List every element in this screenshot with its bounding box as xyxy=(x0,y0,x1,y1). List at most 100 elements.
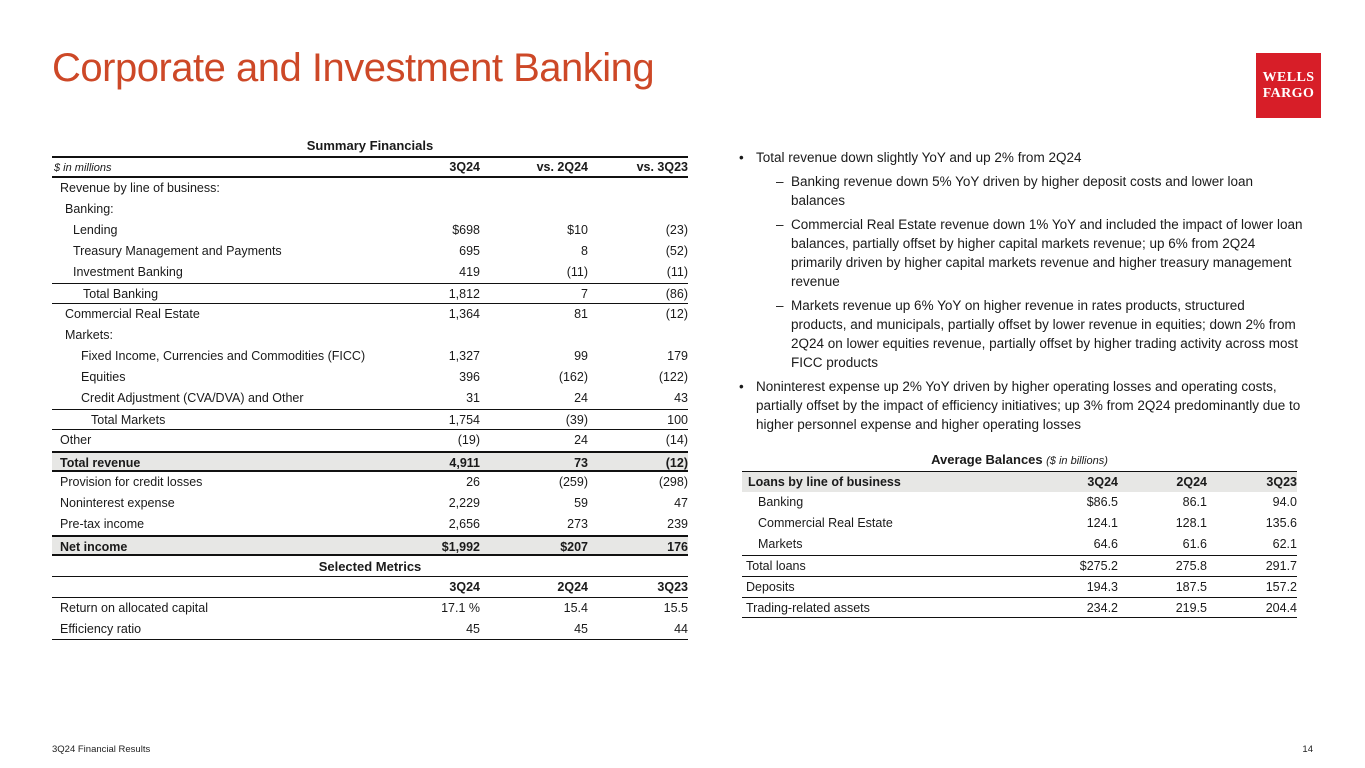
table-row: Pre-tax income 2,656 273 239 xyxy=(52,514,688,535)
value-cell: 45 xyxy=(466,622,480,636)
value-cell: 2,656 xyxy=(448,517,480,531)
table-row: Total revenue 4,911 73 (12) xyxy=(52,451,688,472)
value-cell: 15.5 xyxy=(663,601,688,615)
table-row: Credit Adjustment (CVA/DVA) and Other 31 2… xyxy=(52,388,688,409)
value-cell: 7 xyxy=(581,287,588,301)
summary-financials-header: $ in millions 3Q24 vs. 2Q24 vs. 3Q23 xyxy=(52,156,688,178)
value-cell: 1,327 xyxy=(448,349,480,363)
bullet-marker: – xyxy=(776,174,784,189)
value-cell: $207 xyxy=(560,540,588,554)
value-cell: 291.7 xyxy=(1265,559,1297,573)
table-row: Treasury Management and Payments 695 8 (52) xyxy=(52,241,688,262)
column-header: 3Q24 xyxy=(449,580,480,594)
value-cell: 17.1 % xyxy=(441,601,480,615)
value-cell: 44 xyxy=(674,622,688,636)
value-cell: (12) xyxy=(665,456,688,470)
page-title: Corporate and Investment Banking xyxy=(52,46,655,90)
value-cell: 100 xyxy=(667,413,688,427)
table-row: Commercial Real Estate 124.1 128.1 135.6 xyxy=(742,513,1297,534)
table-row: Other (19) 24 (14) xyxy=(52,430,688,451)
table-row: Net income $1,992 $207 176 xyxy=(52,535,688,556)
row-label: Banking: xyxy=(65,202,114,216)
table-row: Provision for credit losses 26 (259) (298) xyxy=(52,472,688,493)
average-balances-rows: Banking $86.5 86.1 94.0 Commercial Real Esta… xyxy=(742,492,1297,618)
value-cell: 62.1 xyxy=(1272,537,1297,551)
row-label: Total revenue xyxy=(60,456,141,470)
commentary: • Total revenue down slightly YoY and up … xyxy=(737,148,1303,439)
row-label: Efficiency ratio xyxy=(60,622,142,636)
bullet-text: Total revenue down slightly YoY and up 2… xyxy=(756,150,1082,165)
value-cell: 135.6 xyxy=(1265,516,1297,530)
value-cell xyxy=(480,325,588,346)
row-label: Commercial Real Estate xyxy=(758,516,893,530)
column-header: 3Q23 xyxy=(657,580,688,594)
table-row: Trading-related assets 234.2 219.5 204.4 xyxy=(742,597,1297,618)
value-cell: (298) xyxy=(658,475,688,489)
table-row: Deposits 194.3 187.5 157.2 xyxy=(742,576,1297,597)
value-cell: 234.2 xyxy=(1086,601,1118,615)
column-header: 3Q24 xyxy=(1087,475,1118,489)
value-cell: (162) xyxy=(558,370,588,384)
value-cell: 179 xyxy=(667,349,688,363)
row-label: Banking xyxy=(758,495,804,509)
table-row: Equities 396 (162) (122) xyxy=(52,367,688,388)
sub-bullet-item: – Markets revenue up 6% YoY on higher rev… xyxy=(737,296,1303,372)
value-cell: 24 xyxy=(574,391,588,405)
value-cell: 157.2 xyxy=(1265,580,1297,594)
bullet-item: • Noninterest expense up 2% YoY driven by… xyxy=(737,377,1303,434)
value-cell: 219.5 xyxy=(1175,601,1207,615)
table-row: Noninterest expense 2,229 59 47 xyxy=(52,493,688,514)
row-label: Total Banking xyxy=(83,287,159,301)
row-label: Provision for credit losses xyxy=(60,475,203,489)
bullet-text: Markets revenue up 6% YoY on higher reve… xyxy=(791,298,1299,370)
value-cell: $10 xyxy=(567,223,588,237)
table-row: Investment Banking 419 (11) (11) xyxy=(52,262,688,283)
table-row: Lending $698 $10 (23) xyxy=(52,220,688,241)
value-cell: 73 xyxy=(574,456,588,470)
average-balances-title-text: Average Balances xyxy=(931,452,1043,467)
table-row: Return on allocated capital 17.1 % 15.4 15.… xyxy=(52,598,688,619)
value-cell: 239 xyxy=(667,517,688,531)
value-cell: (122) xyxy=(658,370,688,384)
logo-text-line1: WELLS xyxy=(1262,69,1315,85)
table-row: Commercial Real Estate 1,364 81 (12) xyxy=(52,304,688,325)
value-cell: $698 xyxy=(452,223,480,237)
value-cell: 4,911 xyxy=(449,456,480,470)
value-cell xyxy=(392,325,480,346)
summary-financials-table: Summary Financials $ in millions 3Q24 vs… xyxy=(52,138,688,640)
value-cell: (11) xyxy=(566,265,588,279)
value-cell: (19) xyxy=(457,433,480,447)
value-cell: (14) xyxy=(665,433,688,447)
value-cell: 176 xyxy=(667,540,688,554)
row-label: Credit Adjustment (CVA/DVA) and Other xyxy=(81,391,304,405)
column-header: 2Q24 xyxy=(1176,475,1207,489)
table-row: Total Banking 1,812 7 (86) xyxy=(52,283,688,304)
table-row: Efficiency ratio 45 45 44 xyxy=(52,619,688,640)
row-label: Lending xyxy=(73,223,118,237)
table-row: Fixed Income, Currencies and Commodities… xyxy=(52,346,688,367)
row-label: Noninterest expense xyxy=(60,496,175,510)
value-cell xyxy=(392,178,480,199)
row-label: Commercial Real Estate xyxy=(65,307,200,321)
value-cell: (12) xyxy=(665,307,688,321)
value-cell: 695 xyxy=(459,244,480,258)
table-row: Revenue by line of business: xyxy=(52,178,688,199)
value-cell: 1,364 xyxy=(448,307,480,321)
value-cell: 45 xyxy=(574,622,588,636)
value-cell: 2,229 xyxy=(448,496,480,510)
table-row: Total loans $275.2 275.8 291.7 xyxy=(742,555,1297,576)
value-cell: 99 xyxy=(574,349,588,363)
value-cell: 47 xyxy=(674,496,688,510)
bullet-marker: – xyxy=(776,298,784,313)
value-cell: 61.6 xyxy=(1182,537,1207,551)
average-balances-header: Loans by line of business 3Q24 2Q24 3Q23 xyxy=(742,471,1297,492)
summary-financials-title: Summary Financials xyxy=(306,138,434,153)
value-cell: (52) xyxy=(665,244,688,258)
unit-label: $ in millions xyxy=(54,162,112,174)
average-balances-title: Average Balances ($ in billions) xyxy=(742,450,1297,471)
value-cell: 94.0 xyxy=(1272,495,1297,509)
summary-rows: Revenue by line of business: Banking: Lend… xyxy=(52,178,688,556)
sub-bullet-item: – Banking revenue down 5% YoY driven by h… xyxy=(737,172,1303,210)
row-label: Markets: xyxy=(65,328,113,342)
value-cell: 275.8 xyxy=(1175,559,1207,573)
